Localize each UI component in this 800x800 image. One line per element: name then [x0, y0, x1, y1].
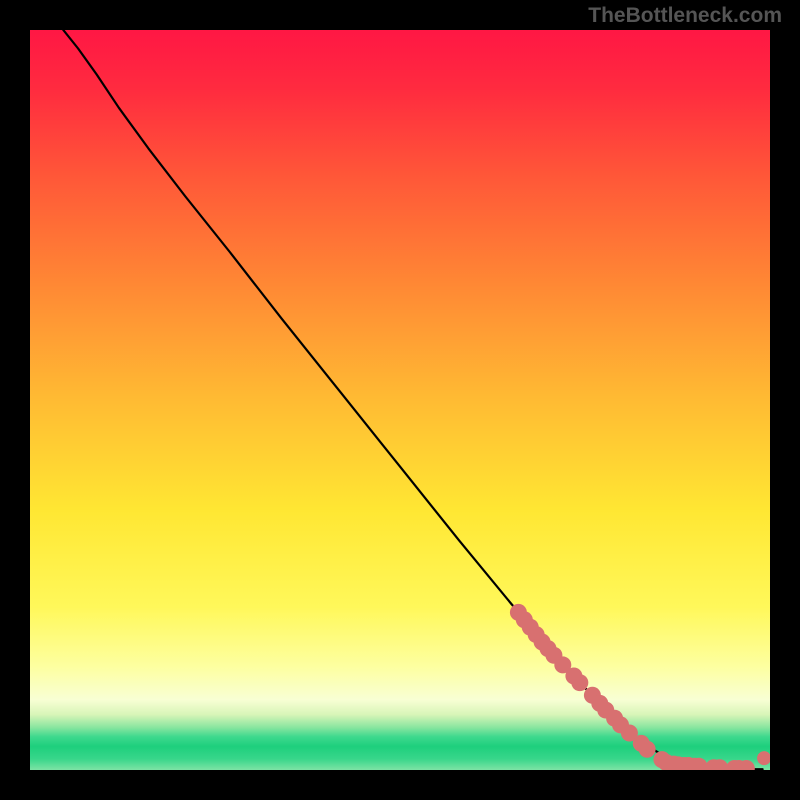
scatter-point	[639, 741, 656, 758]
watermark-text: TheBottleneck.com	[588, 4, 782, 28]
chart-plot-area	[30, 30, 770, 770]
scatter-point-end	[757, 751, 770, 765]
scatter-points	[510, 604, 770, 770]
chart-overlay	[30, 30, 770, 770]
curve-line	[63, 30, 762, 769]
scatter-point	[571, 674, 588, 691]
